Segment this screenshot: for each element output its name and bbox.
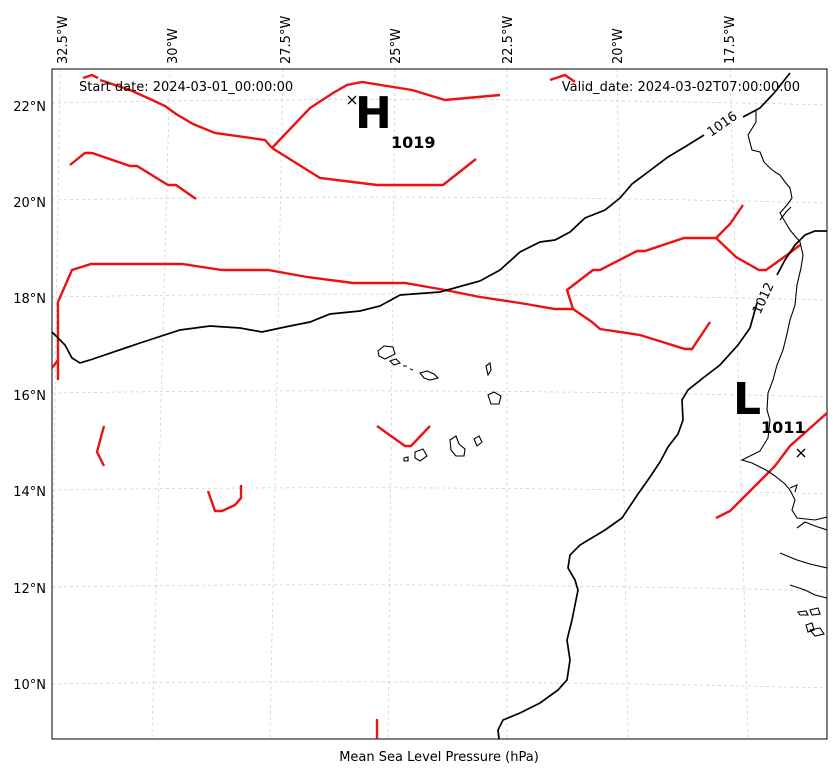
lat-label: 20°N [13, 196, 46, 211]
fronts [52, 73, 827, 739]
high-center-marker [347, 95, 357, 105]
low-center-marker [796, 448, 806, 458]
graticule [52, 69, 827, 739]
lat-label: 22°N [13, 100, 46, 115]
coastlines [377, 110, 827, 637]
start-date-label: Start date: 2024-03-01_00:00:00 [79, 80, 293, 95]
lon-label: 32.5°W [56, 16, 71, 64]
isobars [52, 72, 827, 739]
lat-label: 14°N [13, 485, 46, 500]
low-pressure-value: 1011 [761, 418, 806, 437]
lat-label: 18°N [13, 292, 46, 307]
lon-label: 17.5°W [723, 16, 738, 64]
longitude-labels: 32.5°W 30°W 27.5°W 25°W 22.5°W 20°W 17.5… [56, 16, 738, 64]
lat-label: 12°N [13, 582, 46, 597]
map-xlabel: Mean Sea Level Pressure (hPa) [339, 750, 539, 765]
lon-label: 25°W [389, 28, 404, 64]
lon-label: 22.5°W [501, 16, 516, 64]
lat-label: 16°N [13, 389, 46, 404]
valid-date-label: Valid_date: 2024-03-02T07:00:00.00 [562, 80, 800, 95]
isobar-label: 1016 [705, 109, 741, 140]
map-frame [51, 68, 828, 740]
high-pressure-symbol: H [355, 88, 392, 139]
lon-label: 30°W [166, 28, 181, 64]
latitude-labels: 22°N 20°N 18°N 16°N 14°N 12°N 10°N [13, 100, 46, 693]
high-pressure-value: 1019 [391, 133, 436, 152]
low-pressure-symbol: L [733, 374, 761, 425]
lat-label: 10°N [13, 678, 46, 693]
pressure-center-markers [347, 95, 806, 458]
lon-label: 27.5°W [279, 16, 294, 64]
lon-label: 20°W [611, 28, 626, 64]
